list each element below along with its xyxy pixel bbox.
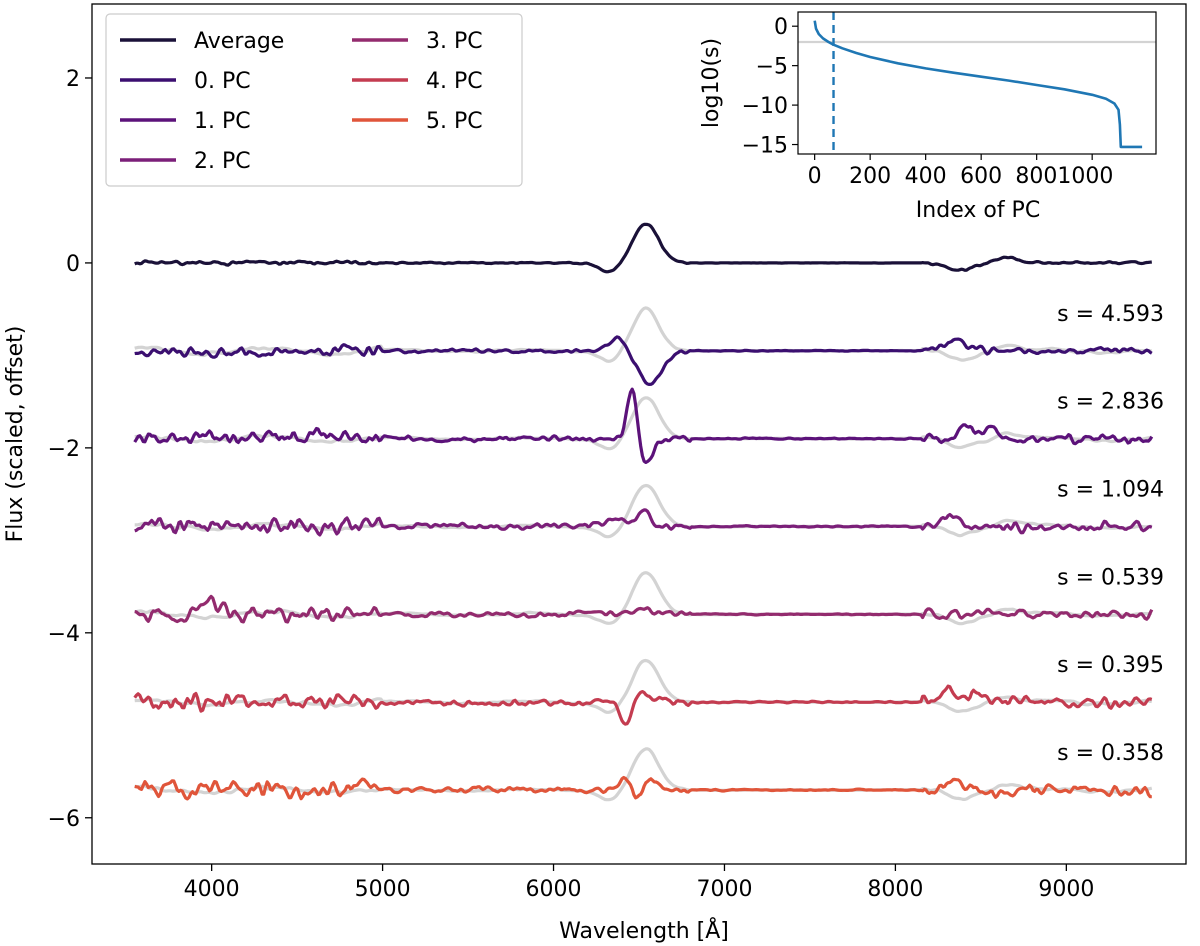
legend: Average 0. PC 1. PC 2. PC 3. PC 4. PC 5. PC bbox=[105, 13, 523, 187]
inset-plot-area: 0 200 400 600 8001000 0−5−10−15 Index of PC … bbox=[699, 11, 1157, 223]
series-line bbox=[134, 222, 1152, 274]
inset-x-axis-label: Index of PC bbox=[916, 198, 1040, 223]
main-y-tick-label: 2 bbox=[66, 67, 80, 92]
main-plot-area: 4000 5000 6000 7000 8000 9000 20−2−4−6 s = 4.… bbox=[3, 3, 1187, 944]
inset-y-axis-label: log10(s) bbox=[699, 38, 724, 128]
main-x-tick-label: 4000 bbox=[184, 877, 240, 902]
main-x-tick-label: 9000 bbox=[1038, 877, 1094, 902]
inset-x-ticks: 0 200 400 600 8001000 bbox=[808, 154, 1113, 189]
inset-lines bbox=[798, 12, 1156, 154]
inset-x-tick-label: 0 bbox=[808, 164, 822, 189]
main-x-tick-label: 6000 bbox=[526, 877, 582, 902]
legend-entries: Average 0. PC 1. PC 2. PC 3. PC 4. PC 5. PC bbox=[120, 29, 483, 174]
singular-value-label: s = 0.539 bbox=[1057, 565, 1164, 590]
main-x-tick-label: 7000 bbox=[696, 877, 752, 902]
main-x-tick-label: 5000 bbox=[355, 877, 411, 902]
main-y-tick-label: −6 bbox=[48, 807, 80, 832]
main-x-axis-label: Wavelength [Å] bbox=[559, 917, 729, 944]
legend-label: 0. PC bbox=[194, 69, 251, 94]
legend-label: 3. PC bbox=[426, 29, 483, 54]
series-line bbox=[134, 508, 1153, 537]
legend-label: Average bbox=[194, 29, 284, 54]
legend-frame bbox=[105, 13, 523, 187]
main-x-ticks: 4000 5000 6000 7000 8000 9000 bbox=[184, 864, 1094, 902]
main-plot-frame bbox=[91, 3, 1187, 865]
series-line bbox=[133, 684, 1153, 726]
series-line bbox=[134, 335, 1153, 386]
singular-value-label: s = 2.836 bbox=[1057, 390, 1164, 415]
main-y-ticks: 2 0 −2 −4 −6 bbox=[48, 67, 92, 832]
singular-value-label: s = 4.593 bbox=[1057, 302, 1164, 327]
legend-label: 4. PC bbox=[426, 69, 483, 94]
reference-line bbox=[134, 396, 1153, 451]
series-line bbox=[134, 594, 1154, 624]
reference-line bbox=[134, 658, 1153, 714]
main-y-tick-label: −2 bbox=[48, 437, 80, 462]
singular-value-label: s = 0.395 bbox=[1057, 653, 1164, 678]
singular-value-labels: s = 4.593 s = 2.836 s = 1.094 s = 0.539 s = … bbox=[1057, 302, 1164, 766]
legend-label: 2. PC bbox=[194, 149, 251, 174]
legend-label: 5. PC bbox=[426, 109, 483, 134]
series-line bbox=[133, 387, 1154, 464]
spectra-series bbox=[133, 222, 1154, 801]
inset-y-ticks: 0 −5 −10 −15 bbox=[742, 15, 798, 159]
inset-y-tick-label: 0 bbox=[774, 15, 788, 40]
main-y-tick-label: −4 bbox=[48, 622, 80, 647]
main-y-axis-label: Flux (scaled, offset) bbox=[3, 326, 28, 543]
inset-y-tick-label: −10 bbox=[742, 94, 788, 119]
singular-value-label: s = 1.094 bbox=[1057, 477, 1164, 502]
inset-y-tick-label: −5 bbox=[756, 55, 788, 80]
inset-x-tick-label: 600 bbox=[960, 164, 1002, 189]
inset-x-tick-label: 8001000 bbox=[1015, 164, 1113, 189]
inset-x-tick-label: 400 bbox=[905, 164, 947, 189]
inset-x-tick-label: 200 bbox=[849, 164, 891, 189]
inset-background bbox=[798, 12, 1156, 154]
singular-value-label: s = 0.358 bbox=[1057, 741, 1164, 766]
singular-value-curve bbox=[813, 20, 1143, 149]
reference-line bbox=[134, 306, 1152, 363]
series-line bbox=[134, 775, 1152, 801]
legend-label: 1. PC bbox=[194, 109, 251, 134]
inset-plot-frame bbox=[797, 11, 1157, 155]
main-y-tick-label: 0 bbox=[66, 252, 80, 277]
reference-line bbox=[134, 571, 1152, 626]
main-x-tick-label: 8000 bbox=[867, 877, 923, 902]
inset-y-tick-label: −15 bbox=[742, 134, 788, 159]
